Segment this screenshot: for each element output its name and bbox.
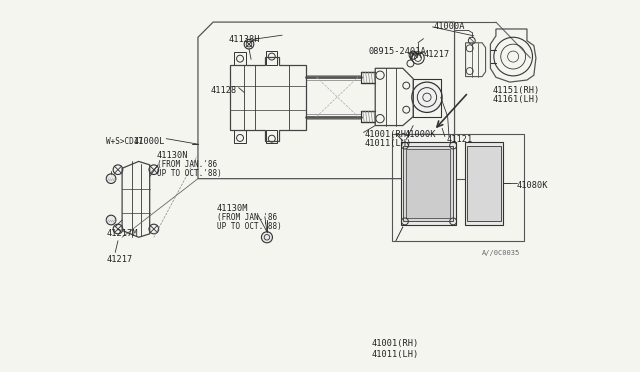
Text: 41217M: 41217M xyxy=(106,229,138,238)
Text: (FROM JAN.'86: (FROM JAN.'86 xyxy=(216,213,276,222)
Text: 41217: 41217 xyxy=(106,254,132,263)
Text: M: M xyxy=(417,53,422,59)
Text: 41001(RH): 41001(RH) xyxy=(365,130,412,140)
Circle shape xyxy=(149,165,159,174)
Bar xyxy=(392,134,524,241)
Circle shape xyxy=(113,165,123,174)
Circle shape xyxy=(412,82,442,112)
Text: W+S>CD17: W+S>CD17 xyxy=(106,137,143,146)
Text: UP TO OCT.'88): UP TO OCT.'88) xyxy=(216,222,282,231)
Text: 41011(LH): 41011(LH) xyxy=(372,350,419,359)
Text: 41151(RH): 41151(RH) xyxy=(492,86,540,94)
Bar xyxy=(266,51,277,65)
Circle shape xyxy=(113,224,123,234)
Text: 41000K: 41000K xyxy=(404,130,436,140)
Text: 41138H: 41138H xyxy=(228,35,260,44)
Text: 41000L: 41000L xyxy=(133,137,165,145)
Circle shape xyxy=(261,232,273,243)
Text: 08915-2401A: 08915-2401A xyxy=(369,47,426,56)
Bar xyxy=(266,130,277,143)
Text: 41130M: 41130M xyxy=(216,204,248,213)
Bar xyxy=(403,146,453,221)
Bar xyxy=(234,52,246,65)
Text: 41080K: 41080K xyxy=(516,181,548,190)
Circle shape xyxy=(106,174,116,183)
Text: 41000A: 41000A xyxy=(434,22,465,31)
Circle shape xyxy=(106,215,116,225)
Bar xyxy=(234,130,246,143)
Text: UP TO OCT.'88): UP TO OCT.'88) xyxy=(157,169,221,178)
Text: 41161(LH): 41161(LH) xyxy=(492,94,540,103)
Text: 41128: 41128 xyxy=(211,86,237,94)
Bar xyxy=(465,142,503,225)
Text: 41011(LH): 41011(LH) xyxy=(365,140,412,148)
Text: 41130N: 41130N xyxy=(157,151,188,160)
Circle shape xyxy=(244,39,254,49)
Bar xyxy=(406,149,450,218)
Text: 41121: 41121 xyxy=(446,135,472,144)
Text: M: M xyxy=(410,52,416,58)
Bar xyxy=(413,78,441,116)
Text: A//0C0035: A//0C0035 xyxy=(482,250,520,256)
Circle shape xyxy=(149,224,159,234)
Bar xyxy=(467,146,500,221)
Text: 41001(RH): 41001(RH) xyxy=(372,339,419,348)
Bar xyxy=(401,142,456,225)
Circle shape xyxy=(468,37,476,44)
Text: (FROM JAN.'86: (FROM JAN.'86 xyxy=(157,160,217,169)
Text: 41217: 41217 xyxy=(424,50,450,59)
